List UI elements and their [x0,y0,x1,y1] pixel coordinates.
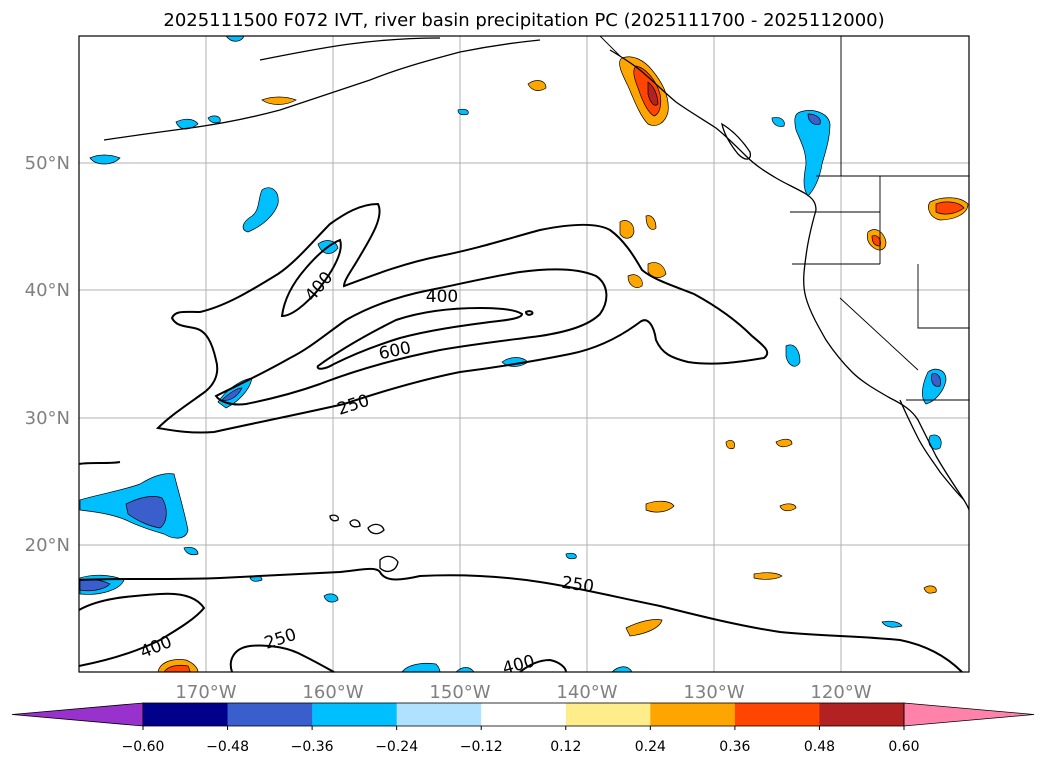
colorbar-extend-low [11,702,144,727]
colorbar-swatch [819,703,905,726]
colorbar-tick-label: −0.36 [291,739,334,755]
figure-title: 2025111500 F072 IVT, river basin precipi… [163,10,884,31]
colorbar-tick-label: 0.12 [550,739,581,755]
ivt-600-contour [316,306,524,370]
vancouver-island [721,122,752,160]
coastlines [103,37,970,573]
tropical-positive-7 [923,585,937,594]
tropical-positive-6 [725,440,735,450]
contour-label-250-south: 250 [560,573,595,597]
colorbar-swatch [396,703,482,726]
ivt-400-bottom-contour [519,658,567,673]
lon-label-170w: 170°W [175,682,236,703]
alaska-border [599,35,621,57]
political-borders [599,35,969,401]
colorbar-swatch [481,703,567,726]
baja-negative [928,434,942,450]
colorbar-swatch [312,703,398,726]
longitude-labels: 170°W 160°W 150°W 140°W 130°W 120°W [175,682,871,703]
pnw-small-negative [771,117,785,127]
alaska-peninsula-coast [103,39,541,141]
ivt-250-hawaii-contour [78,592,206,667]
lon-label-150w: 150°W [429,682,490,703]
aleutian-negative-2 [89,154,121,165]
offshore-positive-2 [645,215,657,230]
baja-coast [899,399,965,501]
latitude-labels: 50°N 40°N 30°N 20°N [25,153,70,556]
offshore-positive-4 [627,274,643,288]
pnw-negative-core [807,113,821,125]
ca-negative-core [931,373,941,387]
pacific-positive-5 [527,80,547,91]
small-negative-b [183,546,199,556]
colorbar-swatch [565,703,651,726]
colorbar-extend-high [903,702,1035,727]
lon-label-140w: 140°W [556,682,617,703]
ivt-400-main-contour [214,268,608,406]
colorbar-tick-label: 0.48 [804,739,835,755]
idaho-strong-patch [935,201,965,215]
hawaii-kauai [329,514,340,522]
bc-coast-core-patch [647,81,659,106]
colorbar-swatch [227,703,313,726]
colorbar-tick-label: 0.36 [719,739,750,755]
map-panel: 400 400 600 250 250 250 400 400 [78,35,970,679]
small-negative-f [457,108,469,116]
colorbar-swatches [11,702,1035,727]
ca-coast-negative [785,344,801,367]
colorbar-swatch [734,703,820,726]
ivt-400-north-contour [280,238,342,318]
map-frame [78,35,970,673]
colorbar-swatch [143,703,229,726]
tropical-positive-2 [625,619,663,637]
colorbar-tick-label: 0.24 [635,739,666,755]
colorbar-tick-label: −0.48 [206,739,249,755]
small-negative-g [207,115,221,124]
ivt-250-loop-contour [229,644,335,673]
colorbar-ticks: −0.60 −0.48 −0.36 −0.24 −0.12 0.12 0.24 0.36 0.4… [122,726,920,755]
precip-anomaly-patches [79,35,969,673]
ca-nv-diagonal [839,297,919,371]
contour-label-400-main: 400 [426,287,458,307]
offshore-positive-1 [619,220,635,239]
colorbar-tick-label: 0.60 [888,739,919,755]
colorbar-frame [142,702,905,727]
lat-label-20n: 20°N [25,535,70,556]
colorbar-tick-label: −0.60 [122,739,165,755]
ivt-contours [78,202,963,673]
us-west-coast [803,209,970,511]
colorbar-tick-label: −0.24 [375,739,418,755]
aleutian-negative-1 [175,118,199,130]
tropical-positive-4 [779,503,797,512]
hawaii-negative-core [125,496,167,529]
ivt-250-south-contour [78,461,963,673]
tropical-positive-3 [753,572,783,580]
small-negative-d [565,552,577,560]
lat-label-50n: 50°N [25,153,70,174]
hawaii-maui [367,523,385,535]
colorbar: −0.60 −0.48 −0.36 −0.24 −0.12 0.12 0.24 0.36 0.4… [11,702,1035,755]
lon-label-130w: 130°W [683,682,744,703]
hawaii-big-island [379,555,399,573]
lat-label-40n: 40°N [25,280,70,301]
lon-label-160w: 160°W [302,682,363,703]
ivt-250-north-contour [155,202,769,434]
colorbar-tick-label: −0.12 [460,739,503,755]
central-negative-core [221,387,243,401]
alaska-south-coast [259,37,441,61]
tropical-positive-1 [645,500,675,513]
aleutian-positive [261,96,297,105]
small-negative-e [881,620,903,628]
lat-label-30n: 30°N [25,408,70,429]
lon-label-120w: 120°W [810,682,871,703]
small-negative-a [323,593,339,603]
hawaii-oahu [349,519,361,528]
tropical-positive-5 [775,438,793,448]
colorbar-swatch [650,703,736,726]
ivt-600-dot [524,310,534,316]
gulf-negative-1 [242,187,279,233]
bc-coastline [609,49,817,211]
nv-border [917,264,969,329]
